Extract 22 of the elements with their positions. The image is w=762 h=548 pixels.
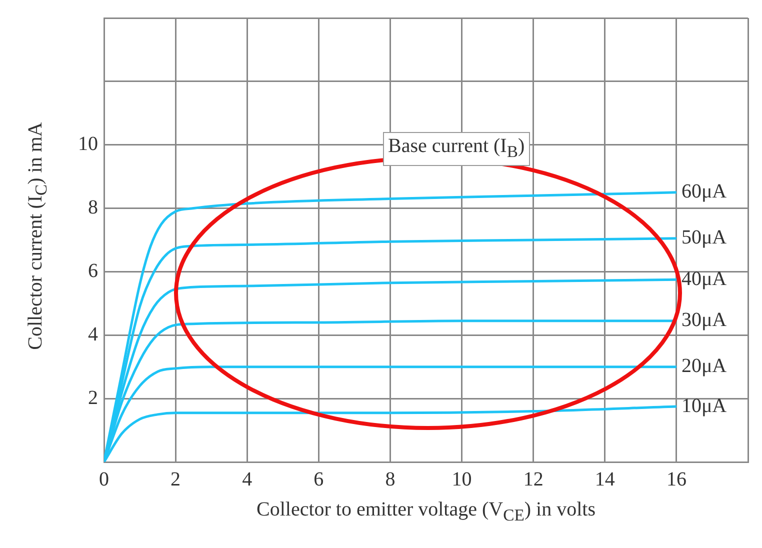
y-tick-label: 2: [88, 386, 98, 409]
y-tick-label: 4: [88, 323, 98, 346]
x-tick-label: 4: [242, 468, 252, 490]
x-tick-label: 2: [170, 468, 181, 490]
series-label: 60μA: [681, 180, 728, 203]
series-label: 40μA: [681, 268, 728, 290]
x-tick-label: 6: [314, 468, 324, 490]
series-label: 20μA: [681, 355, 728, 378]
y-tick-label: 10: [78, 133, 98, 156]
y-tick-label: 8: [88, 196, 98, 219]
x-axis-title: Collector to emitter voltage (V$_{CE}$) in volts: [256, 498, 596, 526]
series-label: 50μA: [681, 226, 728, 249]
x-tick-label: 14: [594, 468, 615, 490]
x-tick-label: 0: [99, 468, 109, 490]
annotation: Base current (I$_{B}$): [383, 132, 530, 166]
x-tick-label: 8: [385, 468, 396, 490]
x-tick-label: 10: [452, 468, 472, 490]
y-tick-label: 6: [88, 260, 98, 282]
series-label: 10μA: [681, 394, 728, 417]
x-tick-label: 16: [666, 468, 686, 490]
series-label: 30μA: [681, 309, 728, 332]
x-tick-label: 12: [523, 468, 544, 490]
